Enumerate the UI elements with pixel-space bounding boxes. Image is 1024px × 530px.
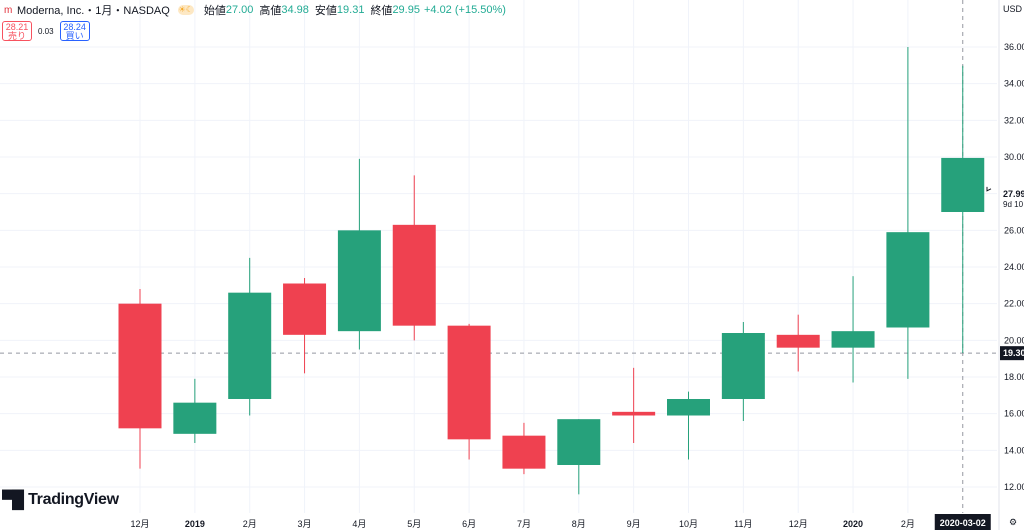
candle-body [886, 232, 930, 328]
bar-countdown-label: 9d 10 [1003, 200, 1024, 209]
symbol-title: Moderna, Inc.・1月・NASDAQ [17, 5, 170, 17]
candle-body [502, 435, 546, 469]
low-label: 安値 [314, 5, 337, 17]
candle-body [721, 333, 765, 399]
crosshair-price-label-bg [1000, 346, 1024, 361]
settings-gear-icon[interactable]: ⚙ [1009, 517, 1018, 527]
crosshair-date-label-bg [934, 514, 991, 530]
buy-button[interactable]: 28.24 買い [59, 21, 90, 41]
candle-body [283, 283, 327, 335]
x-tick-label: 5月 [407, 519, 421, 529]
x-tick-label: 2月 [243, 519, 257, 529]
sell-price: 28.21 [5, 22, 29, 32]
last-price-arrow-icon [986, 186, 992, 192]
sell-button[interactable]: 28.21 売り [2, 21, 32, 41]
tradingview-logo-icon: ▀█ [2, 490, 24, 509]
y-tick-label: 34.00 [1004, 79, 1024, 89]
last-price-label-bg [1000, 186, 1024, 209]
symbol-legend[interactable]: m Moderna, Inc.・1月・NASDAQ ☀☾ 始値 27.00 高値 3… [4, 3, 510, 17]
candle-body [118, 303, 162, 429]
candle-body [447, 325, 491, 440]
y-tick-label: 12.00 [1004, 482, 1024, 492]
crosshair-price-label: 19.30 [1003, 348, 1024, 358]
x-tick-label: 8月 [572, 519, 586, 529]
candle-body [228, 292, 272, 399]
buy-label: 買い [65, 31, 84, 41]
time-axis-ticks[interactable]: 12月 2019 2月 3月 4月 5月 6月 7月 8月 9月 10月 11月 12月 2020 2月 [130, 519, 914, 529]
horizontal-gridlines [0, 46, 997, 488]
y-tick-label: 22.00 [1004, 299, 1024, 309]
x-tick-label: 10月 [679, 519, 698, 529]
y-tick-label: 16.00 [1004, 409, 1024, 419]
open-label: 始値 [203, 5, 226, 17]
currency-label[interactable]: USD [1003, 4, 1023, 14]
high-value: 34.98 [281, 4, 309, 16]
buy-price: 28.24 [63, 22, 86, 32]
open-value: 27.00 [225, 4, 254, 16]
candle-body [831, 331, 875, 348]
x-tick-label: 2月 [901, 519, 915, 529]
sell-label: 売り [7, 31, 26, 41]
market-status-icon[interactable]: ☀☾ [177, 5, 194, 15]
high-label: 高値 [259, 5, 282, 17]
trade-panel: 28.21 売り 0.03 28.24 買い [2, 21, 90, 41]
y-tick-label: 24.00 [1004, 262, 1024, 272]
candle-body [337, 230, 381, 332]
candle-body [941, 157, 985, 212]
y-tick-label: 18.00 [1004, 372, 1024, 382]
spread-value: 0.03 [38, 26, 54, 36]
y-tick-label: 14.00 [1004, 445, 1024, 455]
x-tick-label: 4月 [352, 519, 366, 529]
x-tick-label: 9月 [627, 519, 641, 529]
tradingview-brand[interactable]: ▀█ TradingView [2, 490, 119, 510]
x-tick-label: 2019 [185, 519, 205, 529]
x-tick-label: 2020 [843, 519, 863, 529]
low-value: 19.31 [336, 4, 365, 16]
x-tick-label: 11月 [734, 519, 752, 529]
x-tick-label: 7月 [517, 519, 531, 529]
price-axis-ticks[interactable]: 12.00 14.00 16.00 18.00 20.00 22.00 24.00 26.00… [1004, 42, 1024, 492]
y-tick-label: 32.00 [1004, 115, 1024, 125]
candle-body [776, 334, 820, 348]
candle-body [667, 399, 710, 416]
x-tick-label: 6月 [462, 519, 476, 529]
candle-body [557, 419, 601, 465]
last-price-label: 27.99 [1003, 189, 1024, 199]
close-label: 終値 [370, 5, 393, 17]
x-tick-label: 12月 [130, 519, 149, 529]
change-value: +4.02 (+15.50%) [423, 4, 506, 16]
candle-body [392, 224, 436, 326]
candle-body [612, 411, 656, 416]
y-tick-label: 20.00 [1004, 335, 1024, 345]
candle-body [173, 402, 217, 434]
x-tick-label: 12月 [789, 519, 808, 529]
close-value: 29.95 [392, 4, 420, 16]
moderna-logo-icon: m [4, 4, 13, 16]
x-tick-label: 3月 [298, 519, 312, 529]
brand-name: TradingView [28, 491, 119, 508]
y-tick-label: 36.00 [1004, 42, 1024, 52]
candles-group [118, 47, 985, 495]
y-tick-label: 26.00 [1004, 225, 1024, 235]
y-tick-label: 30.00 [1004, 152, 1024, 162]
crosshair-date-label: 2020-03-02 [940, 518, 986, 528]
